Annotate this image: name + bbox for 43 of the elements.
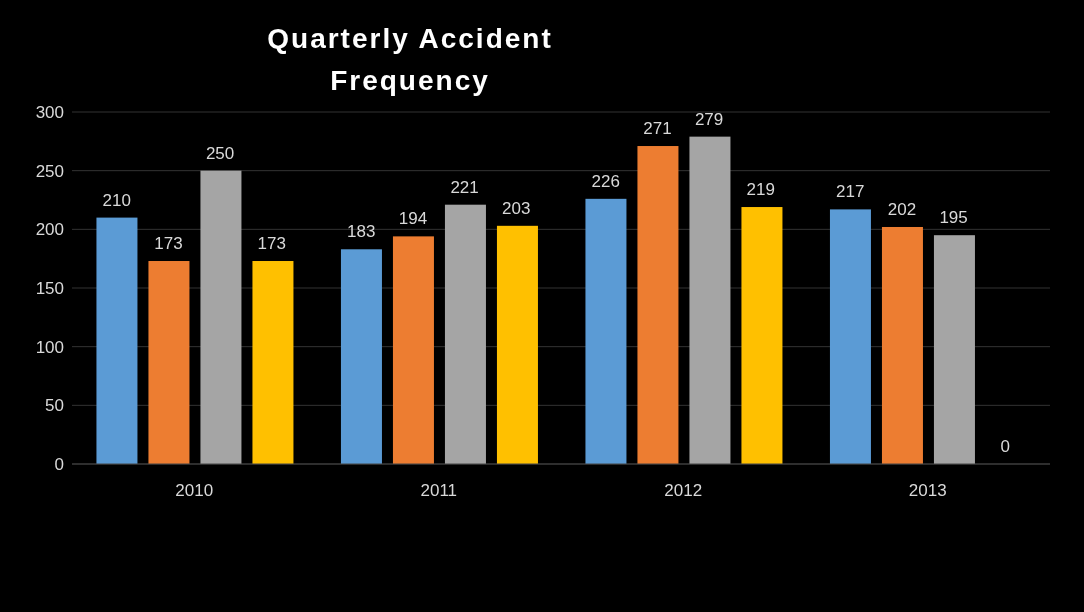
data-label: 210 bbox=[102, 190, 131, 210]
bar bbox=[148, 261, 190, 464]
data-label: 217 bbox=[836, 182, 865, 202]
x-tick-label: 2012 bbox=[664, 481, 703, 501]
bar bbox=[741, 207, 783, 464]
data-label: 279 bbox=[694, 109, 724, 129]
data-label: 194 bbox=[398, 209, 428, 229]
y-tick-label: 250 bbox=[35, 161, 64, 181]
data-label: 219 bbox=[746, 180, 775, 200]
data-label: 195 bbox=[939, 208, 968, 228]
y-tick-label: 50 bbox=[45, 396, 64, 416]
data-label: 226 bbox=[591, 171, 620, 191]
data-label: 203 bbox=[502, 198, 531, 218]
x-tick-label: 2011 bbox=[420, 481, 458, 501]
bar bbox=[392, 236, 434, 464]
bar bbox=[444, 204, 486, 464]
bar bbox=[340, 249, 382, 464]
chart-title: Quarterly Accident Frequency bbox=[266, 22, 554, 98]
bar bbox=[496, 225, 538, 464]
y-tick-label: 0 bbox=[54, 455, 64, 475]
data-label: 221 bbox=[450, 177, 479, 197]
data-label: 202 bbox=[887, 199, 917, 219]
bar bbox=[933, 235, 975, 464]
data-label: 183 bbox=[347, 222, 376, 242]
bar bbox=[881, 226, 923, 464]
data-label: 173 bbox=[257, 234, 286, 254]
x-tick-label: 2010 bbox=[175, 481, 214, 501]
data-label: 250 bbox=[205, 143, 235, 163]
bar bbox=[637, 146, 679, 464]
bar bbox=[252, 261, 294, 464]
bar bbox=[585, 198, 627, 464]
x-tick-label: 2013 bbox=[908, 481, 947, 501]
data-label: 271 bbox=[643, 119, 672, 139]
bar bbox=[96, 217, 138, 464]
data-label: 0 bbox=[1000, 437, 1010, 456]
bar bbox=[829, 209, 871, 464]
y-tick-label: 150 bbox=[35, 279, 64, 299]
bar bbox=[200, 170, 242, 464]
y-tick-label: 100 bbox=[35, 337, 64, 357]
bar bbox=[689, 136, 731, 464]
y-tick-label: 300 bbox=[35, 103, 64, 123]
y-tick-label: 200 bbox=[35, 220, 64, 240]
data-label: 173 bbox=[154, 234, 183, 254]
